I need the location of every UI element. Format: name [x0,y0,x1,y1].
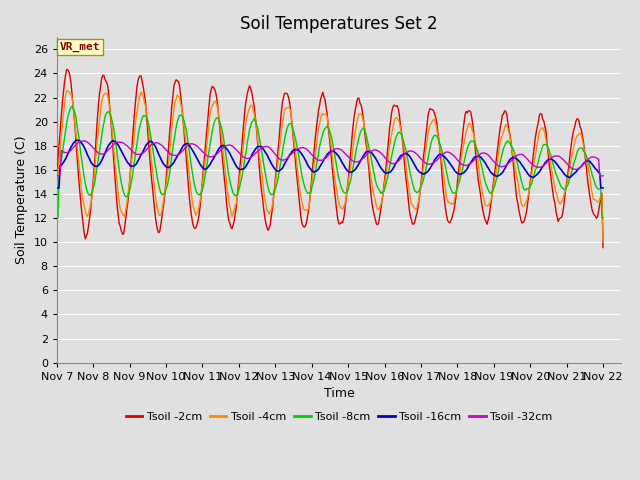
X-axis label: Time: Time [324,387,355,400]
Title: Soil Temperatures Set 2: Soil Temperatures Set 2 [240,15,438,33]
Legend: Tsoil -2cm, Tsoil -4cm, Tsoil -8cm, Tsoil -16cm, Tsoil -32cm: Tsoil -2cm, Tsoil -4cm, Tsoil -8cm, Tsoi… [121,407,557,426]
Y-axis label: Soil Temperature (C): Soil Temperature (C) [15,136,28,264]
Text: VR_met: VR_met [60,42,100,52]
